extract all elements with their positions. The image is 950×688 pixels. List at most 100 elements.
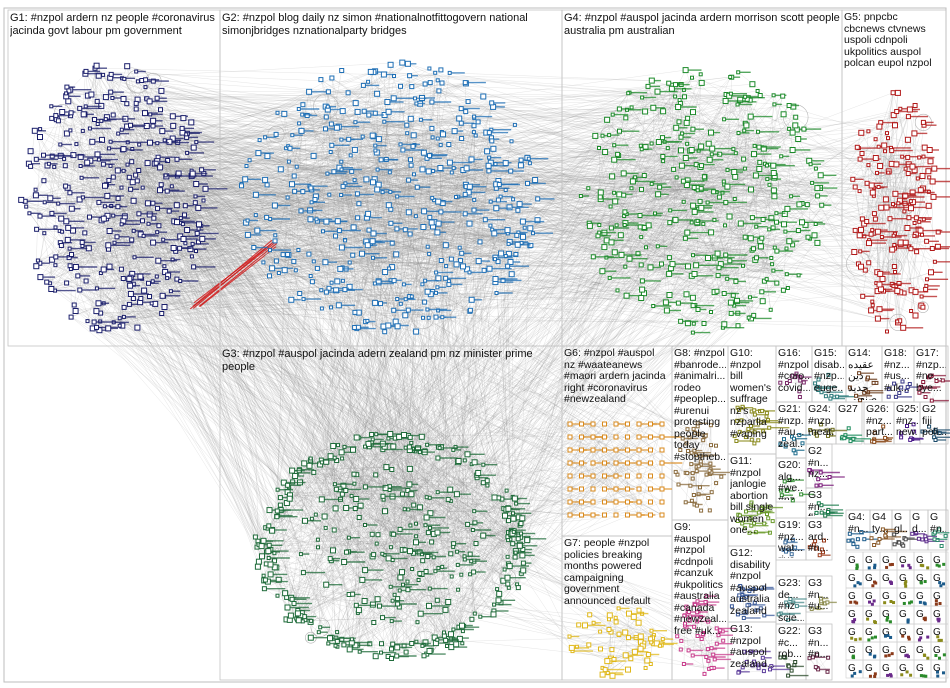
node <box>873 563 877 567</box>
edge <box>400 168 454 304</box>
edge <box>625 266 654 307</box>
edge <box>651 143 732 314</box>
node <box>104 192 111 199</box>
node <box>866 617 870 621</box>
edge <box>98 75 156 304</box>
edge <box>30 166 203 240</box>
edge <box>629 86 649 259</box>
tiny-group-label: G <box>865 627 873 638</box>
edge <box>676 127 775 197</box>
edge <box>85 106 199 229</box>
node <box>115 195 121 201</box>
edge <box>146 125 168 279</box>
edge <box>611 175 775 229</box>
edge <box>65 185 134 201</box>
edge <box>48 163 110 267</box>
edge <box>100 169 202 274</box>
edge <box>85 106 168 279</box>
edge <box>111 74 149 224</box>
edge <box>629 92 679 108</box>
group-box-g4x1 <box>845 509 871 551</box>
edge <box>701 165 744 266</box>
edge <box>687 184 770 267</box>
edge <box>96 65 186 206</box>
node <box>921 564 925 568</box>
edge <box>34 130 156 162</box>
edge <box>39 216 56 291</box>
edge <box>676 177 768 180</box>
edge <box>610 206 645 228</box>
edge <box>317 91 329 222</box>
node <box>939 584 943 588</box>
edge <box>678 192 723 304</box>
edge <box>644 227 738 314</box>
edge <box>66 133 197 252</box>
edge <box>441 82 522 161</box>
edge <box>77 163 155 277</box>
edge <box>692 203 803 306</box>
edge <box>61 245 168 279</box>
edge <box>49 87 68 284</box>
edge <box>366 192 383 242</box>
edge <box>700 166 821 189</box>
edge <box>362 132 487 137</box>
edge <box>458 196 510 208</box>
edge <box>629 92 713 149</box>
group-box-g2x1 <box>805 443 833 489</box>
edge <box>680 238 811 322</box>
edge <box>598 101 739 149</box>
edge <box>644 111 789 289</box>
edge <box>466 233 495 270</box>
edge <box>431 128 517 236</box>
node <box>936 635 940 639</box>
edge <box>361 217 368 254</box>
edge <box>328 91 519 233</box>
edge <box>614 187 697 193</box>
edge <box>183 118 193 175</box>
tiny-group-label: G <box>882 573 890 584</box>
edge <box>714 168 746 221</box>
edge <box>340 133 408 196</box>
group-box-gsm2 <box>909 509 929 551</box>
node <box>873 580 877 584</box>
edge <box>274 128 433 242</box>
edge <box>341 161 457 198</box>
edge <box>69 175 166 193</box>
edge <box>680 165 774 322</box>
edge <box>70 229 188 266</box>
edge <box>421 97 519 233</box>
edge <box>70 130 103 141</box>
edge <box>716 95 761 193</box>
edge <box>740 99 766 164</box>
edge <box>354 217 430 328</box>
node <box>942 562 946 566</box>
edge <box>310 145 332 189</box>
edge <box>410 118 450 282</box>
edge <box>599 77 732 233</box>
node <box>142 110 148 117</box>
node <box>853 671 857 675</box>
group-box-g12 <box>727 545 777 623</box>
edge <box>628 93 799 231</box>
edge <box>91 94 143 279</box>
tiny-group-label: G <box>899 555 907 566</box>
edge <box>719 196 792 198</box>
node <box>174 156 180 162</box>
edge <box>611 96 676 229</box>
edge <box>697 208 715 293</box>
edge <box>609 117 796 279</box>
edge <box>341 161 418 188</box>
edge <box>48 163 196 203</box>
edge <box>468 102 492 193</box>
edge <box>327 106 452 260</box>
edge <box>357 194 479 262</box>
edge <box>302 114 331 153</box>
edge <box>40 234 141 278</box>
edge <box>681 82 702 166</box>
edge <box>341 194 510 243</box>
edge <box>56 119 110 181</box>
edge <box>612 176 821 189</box>
edge <box>288 191 295 255</box>
edge <box>766 279 771 310</box>
edge <box>385 233 495 273</box>
